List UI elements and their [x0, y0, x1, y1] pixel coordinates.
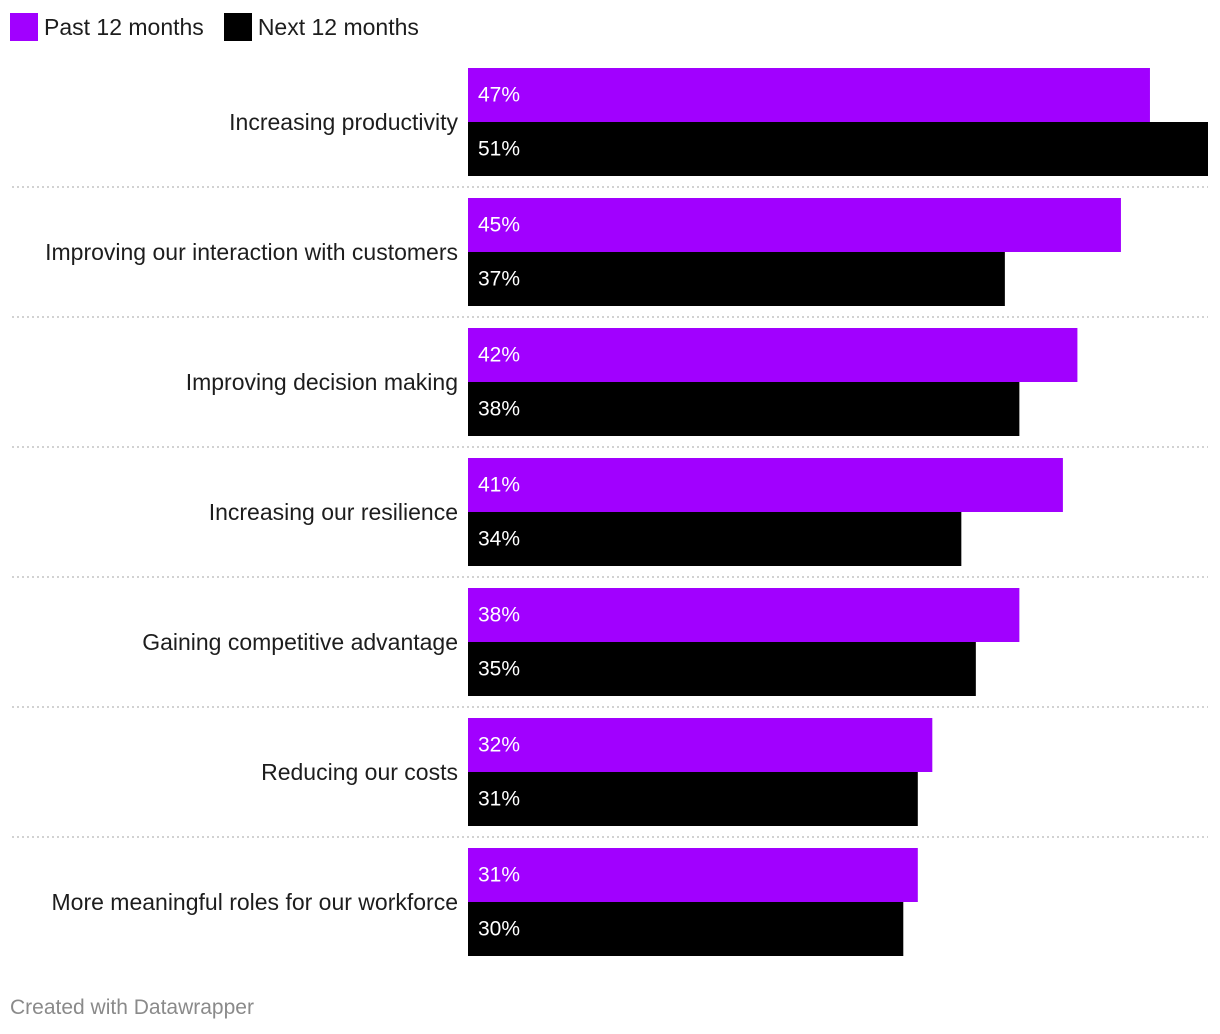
category-label: Increasing productivity — [229, 109, 458, 135]
value-label-past: 45% — [478, 214, 520, 237]
value-label-next: 30% — [478, 918, 520, 941]
category-label: Improving our interaction with customers — [45, 239, 458, 265]
value-label-past: 41% — [478, 474, 520, 497]
legend-item-past: Past 12 months — [10, 13, 204, 41]
value-label-next: 38% — [478, 398, 520, 421]
value-label-next: 31% — [478, 788, 520, 811]
bar-past — [468, 848, 918, 902]
legend-item-next: Next 12 months — [223, 13, 419, 41]
category-label: Increasing our resilience — [209, 499, 458, 525]
legend-swatch-next — [223, 13, 252, 41]
bar-next — [468, 772, 918, 826]
bar-past — [468, 328, 1078, 382]
value-label-next: 34% — [478, 528, 520, 551]
value-label-past: 38% — [478, 604, 520, 627]
legend-swatch-past — [10, 13, 38, 41]
bar-past — [468, 588, 1020, 642]
bar-next — [468, 122, 1208, 176]
bar-past — [468, 68, 1150, 122]
bar-next — [468, 642, 976, 696]
category-label: More meaningful roles for our workforce — [52, 889, 459, 915]
bar-past — [468, 458, 1063, 512]
value-label-next: 37% — [478, 268, 520, 291]
value-label-past: 31% — [478, 864, 520, 887]
credit-text: Created with Datawrapper — [10, 996, 254, 1019]
value-label-next: 51% — [478, 138, 520, 161]
bar-next — [468, 382, 1020, 436]
bar-next — [468, 512, 962, 566]
category-label: Gaining competitive advantage — [142, 629, 458, 655]
value-label-past: 32% — [478, 734, 520, 757]
category-label: Improving decision making — [186, 369, 458, 395]
legend-label-past: Past 12 months — [44, 13, 204, 40]
legend-label-next: Next 12 months — [257, 13, 419, 40]
bar-next — [468, 902, 904, 956]
bar-past — [468, 198, 1121, 252]
category-label: Reducing our costs — [261, 759, 458, 785]
value-label-past: 47% — [478, 84, 520, 107]
value-label-past: 42% — [478, 344, 520, 367]
bar-past — [468, 718, 933, 772]
value-label-next: 35% — [478, 658, 520, 681]
legend: Past 12 months Next 12 months — [10, 12, 439, 42]
bar-next — [468, 252, 1005, 306]
